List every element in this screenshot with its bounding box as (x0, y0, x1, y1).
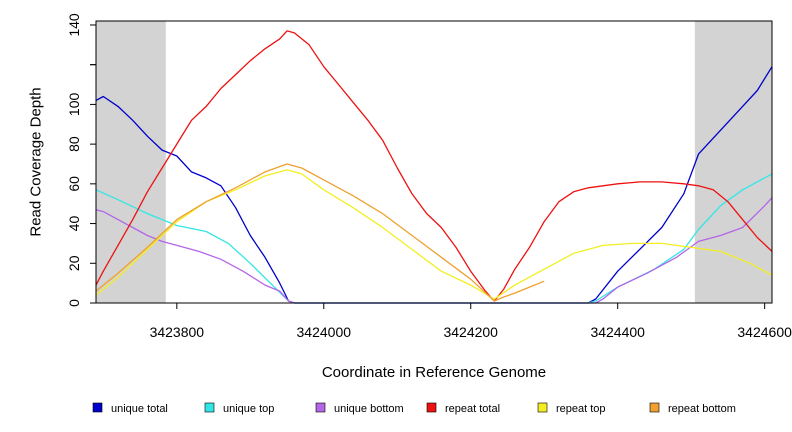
legend: unique total unique top unique bottom repea… (92, 402, 736, 415)
shaded-region-2 (694, 21, 772, 303)
series-repeat-top (95, 169, 773, 300)
y-tick-label: 80 (66, 136, 82, 152)
legend-label: unique total (111, 403, 168, 415)
x-tick-label: 3424200 (443, 324, 498, 340)
y-tick-label: 60 (66, 176, 82, 192)
x-axis-title: Coordinate in Reference Genome (322, 364, 546, 381)
y-tick-label: 0 (66, 299, 82, 307)
shaded-region-1 (96, 21, 166, 303)
series-unique-total (95, 66, 773, 304)
legend-swatch (92, 402, 103, 413)
legend-item-repeat-top: repeat top (537, 402, 606, 415)
series-lines (95, 30, 773, 304)
legend-swatch (426, 402, 437, 413)
x-axis: 3423800 3424000 3424200 3424400 3424600 (150, 302, 792, 340)
legend-item-repeat-total: repeat total (426, 402, 500, 415)
y-tick-label: 100 (66, 93, 82, 117)
x-tick-label: 3424000 (297, 324, 352, 340)
series-repeat-total (95, 30, 773, 302)
x-tick-label: 3423800 (150, 324, 205, 340)
x-tick-label: 3424600 (737, 324, 792, 340)
legend-swatch (315, 402, 326, 413)
y-axis: 0 20 40 60 80 100 140 (66, 13, 97, 307)
series-unique-top (95, 173, 773, 304)
x-tick-label: 3424400 (590, 324, 645, 340)
legend-label: repeat total (445, 403, 500, 415)
legend-label: repeat bottom (668, 403, 736, 415)
legend-swatch (649, 402, 660, 413)
legend-swatch (204, 402, 215, 413)
legend-item-unique-top: unique top (204, 402, 274, 415)
legend-swatch (537, 402, 548, 413)
shaded-regions (96, 21, 772, 303)
y-tick-label: 40 (66, 216, 82, 232)
y-tick-label: 140 (66, 13, 82, 37)
legend-label: unique top (223, 403, 274, 415)
legend-item-unique-total: unique total (92, 402, 168, 415)
legend-item-unique-bottom: unique bottom (315, 402, 404, 415)
legend-item-repeat-bottom: repeat bottom (649, 402, 736, 415)
y-axis-title: Read Coverage Depth (28, 87, 45, 236)
legend-label: unique bottom (334, 403, 404, 415)
y-tick-label: 20 (66, 255, 82, 271)
series-repeat-bottom (95, 163, 545, 302)
legend-label: repeat top (556, 403, 606, 415)
